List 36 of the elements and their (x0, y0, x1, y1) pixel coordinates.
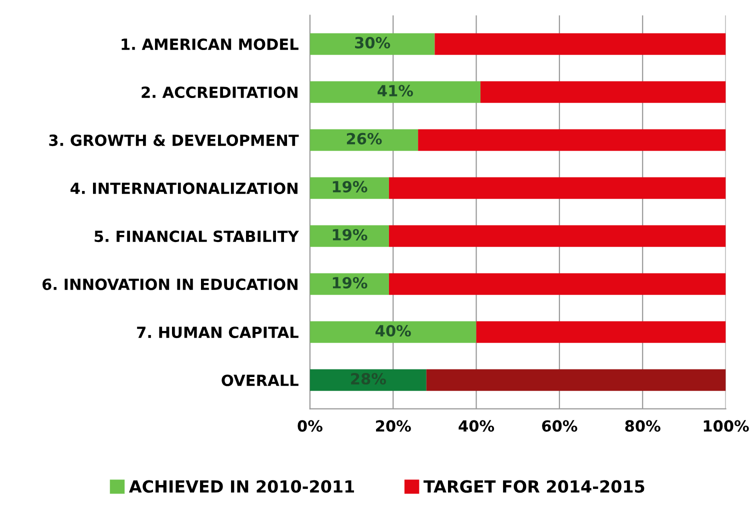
bar (310, 33, 435, 55)
bar (426, 369, 726, 391)
bar (418, 129, 726, 151)
data-label: 40% (376, 324, 411, 337)
data-label: 41% (378, 84, 413, 96)
data-label: 19% (332, 180, 368, 192)
y-tick-label: 4. INTERNATIONALIZATION (70, 182, 298, 194)
data-label: 19% (332, 276, 368, 289)
bar (388, 177, 726, 199)
x-tick-label: 0% (298, 420, 322, 432)
bar (434, 33, 726, 55)
data-label: 30% (355, 36, 390, 48)
y-tick-label: 7. HUMAN CAPITAL (137, 326, 298, 338)
legend-label: ACHIEVED IN 2010-2011 (129, 480, 354, 493)
x-tick-label: 80% (625, 420, 660, 432)
bar (388, 273, 726, 295)
legend-label: TARGET FOR 2014-2015 (424, 480, 644, 493)
bar (476, 321, 726, 343)
bar (310, 81, 480, 103)
x-tick-label: 40% (458, 420, 494, 432)
x-tick-label: 100% (704, 420, 749, 432)
bar (310, 321, 476, 343)
data-label: 26% (346, 132, 382, 144)
data-label: 19% (332, 228, 368, 241)
y-tick-label: 3. GROWTH & DEVELOPMENT (49, 134, 299, 146)
y-tick-label: OVERALL (222, 374, 298, 386)
bar (480, 81, 726, 103)
y-tick-label: 1. AMERICAN MODEL (122, 38, 298, 50)
y-tick-label: 2. ACCREDITATION (142, 86, 298, 98)
y-tick-label: 5. FINANCIAL STABILITY (94, 230, 300, 242)
y-tick-label: 6. INNOVATION IN EDUCATION (42, 278, 298, 290)
bar (388, 225, 726, 247)
x-tick-label: 20% (376, 420, 411, 432)
bar (310, 129, 418, 151)
x-tick-label: 60% (542, 420, 578, 432)
bar (310, 369, 426, 391)
